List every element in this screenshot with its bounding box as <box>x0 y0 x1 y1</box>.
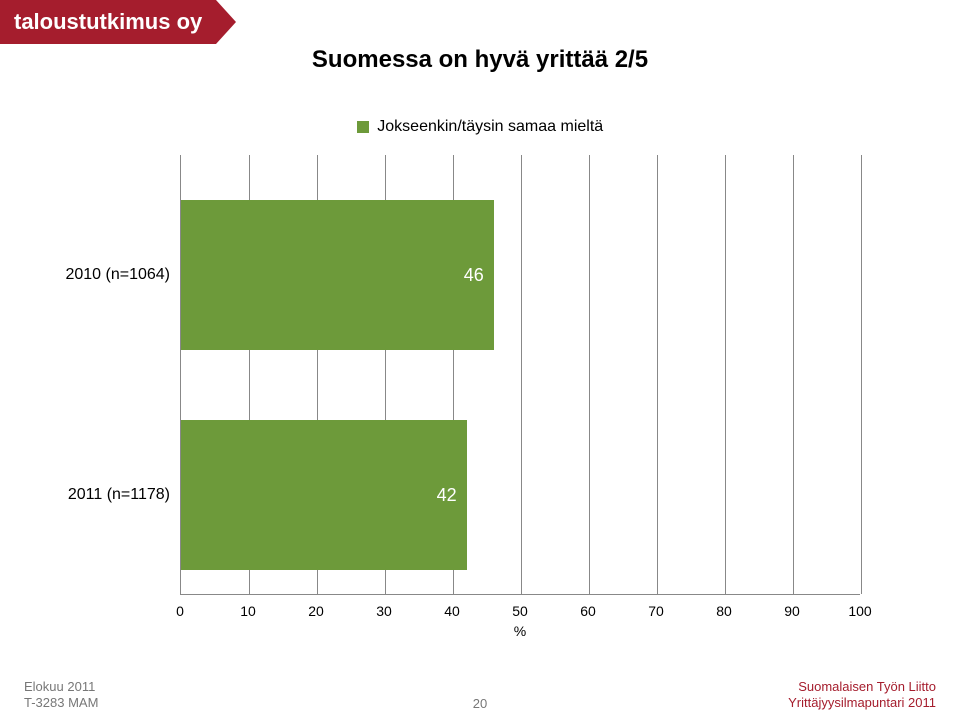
page-title: Suomessa on hyvä yrittää 2/5 <box>0 46 960 74</box>
x-tick-label: 40 <box>432 603 472 619</box>
brand-logo: taloustutkimus oy <box>0 0 236 44</box>
x-tick-label: 20 <box>296 603 336 619</box>
brand-logo-arrow <box>216 0 236 44</box>
x-tick-label: 70 <box>636 603 676 619</box>
x-tick-label: 50 <box>500 603 540 619</box>
chart-bar: 42 <box>181 420 467 570</box>
chart-bar: 46 <box>181 200 494 350</box>
chart-area: 4642 % 01020304050607080901002010 (n=106… <box>180 155 860 635</box>
gridline <box>657 155 658 594</box>
x-tick-label: 0 <box>160 603 200 619</box>
x-tick-label: 100 <box>840 603 880 619</box>
x-axis-title: % <box>180 623 860 639</box>
footer-right: Suomalaisen Työn Liitto Yrittäjyysilmapu… <box>788 679 936 711</box>
footer-left-line1: Elokuu 2011 <box>24 679 95 694</box>
gridline <box>861 155 862 594</box>
y-category-label: 2011 (n=1178) <box>10 486 170 504</box>
gridline <box>589 155 590 594</box>
y-category-label: 2010 (n=1064) <box>10 266 170 284</box>
x-tick-label: 10 <box>228 603 268 619</box>
chart-legend: Jokseenkin/täysin samaa mieltä <box>0 118 960 136</box>
x-tick-label: 80 <box>704 603 744 619</box>
gridline <box>725 155 726 594</box>
x-tick-label: 30 <box>364 603 404 619</box>
legend-swatch <box>357 121 369 133</box>
x-tick-label: 90 <box>772 603 812 619</box>
footer-right-line1: Suomalaisen Työn Liitto <box>798 679 936 694</box>
gridline <box>793 155 794 594</box>
gridline <box>521 155 522 594</box>
footer-right-line2: Yrittäjyysilmapuntari 2011 <box>788 695 936 710</box>
legend-label: Jokseenkin/täysin samaa mieltä <box>377 118 603 135</box>
x-tick-label: 60 <box>568 603 608 619</box>
chart-plot: 4642 <box>180 155 860 595</box>
brand-logo-text: taloustutkimus oy <box>0 0 216 44</box>
